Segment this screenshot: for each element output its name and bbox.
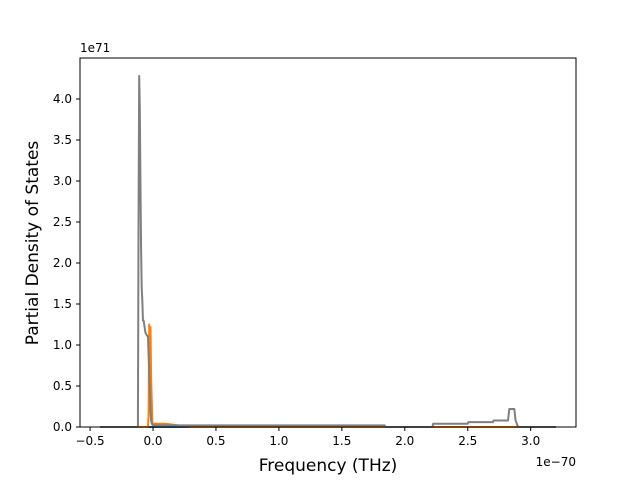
series-layer [100, 75, 556, 428]
y-tick-label: 4.0 [53, 92, 72, 106]
x-offset-text: 1e−70 [536, 455, 576, 469]
series-line-2 [100, 323, 556, 428]
x-tick-label: 2.5 [458, 434, 477, 448]
y-tick-label: 0.5 [53, 379, 72, 393]
x-tick-label: 0.0 [143, 434, 162, 448]
x-tick-label: 1.0 [269, 434, 288, 448]
x-tick-label: −0.5 [76, 434, 105, 448]
x-tick-label: 3.0 [521, 434, 540, 448]
y-tick-label: 2.5 [53, 215, 72, 229]
plot-frame [79, 57, 577, 428]
y-offset-text: 1e71 [80, 41, 110, 55]
x-axis-label: Frequency (THz) [259, 456, 398, 476]
x-ticks: −0.5 0.0 0.5 1.0 1.5 2.0 2.5 3.0 [76, 427, 540, 448]
y-tick-label: 1.0 [53, 338, 72, 352]
x-tick-label: 1.5 [332, 434, 351, 448]
y-axis-label: Partial Density of States [23, 141, 43, 346]
x-tick-label: 2.0 [395, 434, 414, 448]
y-tick-label: 3.0 [53, 174, 72, 188]
y-ticks: 0.0 0.5 1.0 1.5 2.0 2.5 3.0 3.5 4.0 [53, 92, 80, 434]
y-tick-label: 1.5 [53, 297, 72, 311]
y-tick-label: 3.5 [53, 133, 72, 147]
y-tick-label: 0.0 [53, 420, 72, 434]
series-line-3 [100, 75, 556, 428]
y-tick-label: 2.0 [53, 256, 72, 270]
x-tick-label: 0.5 [206, 434, 225, 448]
